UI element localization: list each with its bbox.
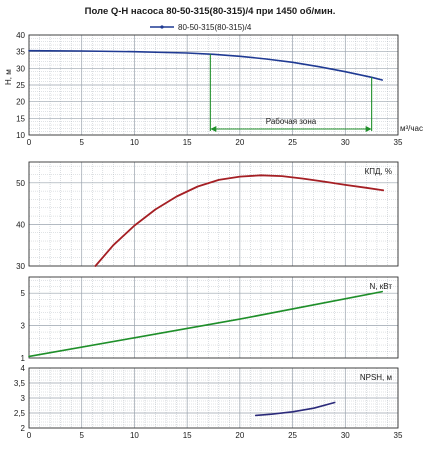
y-tick-label: 5	[21, 289, 26, 298]
y-axis-label: H, м	[4, 69, 13, 85]
x-tick-label: 20	[235, 138, 244, 147]
panel-frame	[28, 34, 399, 136]
x-tick-label: 0	[27, 138, 32, 147]
legend-label: 80-50-315(80-315)/4	[178, 23, 252, 32]
x-tick-label: 10	[130, 138, 139, 147]
panel-frame	[28, 367, 399, 429]
y-tick-label: 40	[16, 220, 25, 229]
x-tick-label: 35	[394, 138, 403, 147]
panel-npsh: 2 2,5 3 3,5 4 0 5 10 15 20 25 30 35 NPSH, м	[14, 364, 403, 440]
x-axis-label: м³/час	[400, 124, 423, 133]
zone-label: Рабочая зона	[266, 117, 317, 126]
y-tick-label: 30	[16, 64, 25, 73]
y-tick-label: 2,5	[14, 409, 26, 418]
series-label: КПД, %	[365, 167, 392, 176]
y-tick-label: 25	[16, 81, 25, 90]
legend-marker	[160, 25, 164, 29]
series-line	[28, 290, 383, 358]
y-tick-label: 15	[16, 114, 25, 123]
panel-head: 10 15 20 25 30 35 40 0 5 10 15 20 25 30 35 H, м м³/час Ра…	[4, 31, 423, 147]
x-tick-label: 15	[183, 431, 192, 440]
chart-title: Поле Q-H насоса 80-50-315(80-315)/4 при …	[85, 6, 336, 17]
y-tick-label: 3,5	[14, 379, 26, 388]
x-tick-label: 35	[394, 431, 403, 440]
y-tick-label: 35	[16, 48, 25, 57]
series-line	[28, 49, 383, 81]
y-tick-label: 3	[21, 394, 26, 403]
y-tick-label: 30	[16, 262, 25, 271]
series-line	[254, 401, 336, 417]
x-tick-label: 30	[341, 431, 350, 440]
panel-efficiency: 30 40 50 КПД, %	[16, 161, 399, 271]
y-tick-label: 3	[21, 322, 26, 331]
panel-frame	[28, 161, 399, 267]
x-tick-label: 15	[183, 138, 192, 147]
y-tick-label: 2	[21, 424, 26, 433]
zone-arrow-right	[365, 126, 372, 132]
y-tick-label: 50	[16, 179, 25, 188]
y-tick-label: 10	[16, 131, 25, 140]
x-tick-label: 10	[130, 431, 139, 440]
panel-frame	[28, 276, 399, 359]
legend: 80-50-315(80-315)/4	[150, 23, 252, 32]
series-line	[94, 174, 385, 267]
x-tick-label: 5	[79, 138, 84, 147]
zone-arrow-left	[210, 126, 217, 132]
x-tick-label: 25	[288, 138, 297, 147]
y-tick-label: 1	[21, 354, 26, 363]
y-tick-label: 20	[16, 98, 25, 107]
y-tick-label: 40	[16, 31, 25, 40]
x-tick-label: 0	[27, 431, 32, 440]
x-tick-label: 5	[79, 431, 84, 440]
y-tick-label: 4	[21, 364, 26, 373]
x-tick-label: 30	[341, 138, 350, 147]
x-tick-label: 20	[235, 431, 244, 440]
series-label: N, кВт	[370, 282, 393, 291]
series-label: NPSH, м	[360, 373, 392, 382]
panel-power: 1 3 5 N, кВт	[21, 276, 399, 363]
x-tick-label: 25	[288, 431, 297, 440]
